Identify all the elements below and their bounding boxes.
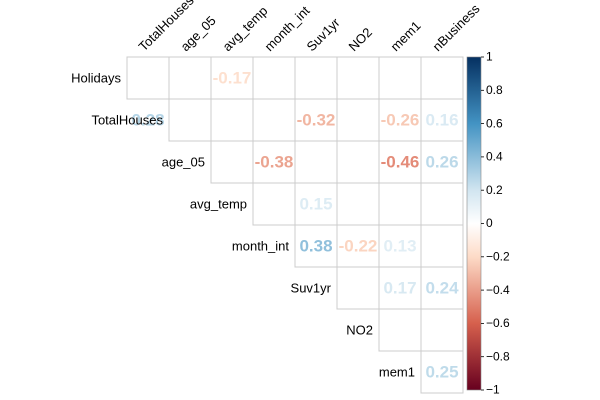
grid-cell (252, 98, 296, 142)
corr-value-age_05-month_int: -0.38 (255, 152, 294, 171)
col-label-avg_temp: avg_temp (220, 3, 271, 54)
row-label-layer: Holidays TotalHouses age_05 avg_temp month_i… (71, 70, 415, 379)
corr-value-TotalHouses-mem1: -0.26 (381, 110, 420, 129)
colorbar-tick-label: 0.6 (486, 116, 503, 130)
grid-cell (420, 308, 464, 352)
row-label-month_int: month_int (232, 238, 289, 253)
grid-cell (294, 56, 338, 100)
grid-cell (420, 350, 464, 394)
colorbar-tick-label: 1 (486, 50, 493, 64)
grid-cell (336, 140, 380, 184)
corr-value-mem1-nBusiness: 0.25 (425, 362, 458, 381)
colorbar-tick-label: 0.4 (486, 150, 503, 164)
corr-value-month_int-mem1: 0.13 (383, 236, 416, 255)
grid-cell (336, 56, 380, 100)
cell-layer: -0.17 0.28 -0.32 -0.26 0.16 -0.38 -0.46 0.26 0.1… (131, 68, 459, 381)
row-label-mem1: mem1 (379, 364, 415, 379)
grid-cell (336, 182, 380, 226)
grid-cell (126, 56, 170, 100)
grid-cell (252, 182, 296, 226)
row-label-Holidays: Holidays (71, 70, 121, 85)
row-label-TotalHouses: TotalHouses (91, 112, 163, 127)
grid-cell (420, 224, 464, 268)
colorbar-tick-label: 0 (486, 216, 493, 230)
colorbar-tick-label: −0.2 (486, 249, 510, 263)
col-label-Suv1yr: Suv1yr (304, 14, 344, 54)
row-label-age_05: age_05 (162, 154, 205, 169)
grid-cell (168, 98, 212, 142)
grid-layer (126, 56, 464, 394)
grid-cell (420, 56, 464, 100)
grid-cell (420, 182, 464, 226)
colorbar-tick-label: 0.2 (486, 183, 503, 197)
colorbar-tick-label: −0.4 (486, 283, 510, 297)
corr-value-month_int-NO2: -0.22 (339, 236, 378, 255)
corr-value-age_05-mem1: -0.46 (381, 152, 420, 171)
grid-cell (210, 98, 254, 142)
colorbar-tick-label: −1 (486, 383, 500, 397)
grid-cell (210, 140, 254, 184)
grid-cell (336, 98, 380, 142)
row-label-NO2: NO2 (346, 322, 373, 337)
corr-value-age_05-nBusiness: 0.26 (425, 152, 458, 171)
grid-cell (378, 308, 422, 352)
corr-value-Suv1yr-nBusiness: 0.24 (425, 278, 459, 297)
colorbar-tick-label: 0.8 (486, 83, 503, 97)
row-label-Suv1yr: Suv1yr (291, 280, 332, 295)
grid-cell (378, 56, 422, 100)
corr-value-TotalHouses-Suv1yr: -0.32 (297, 110, 336, 129)
corr-value-TotalHouses-nBusiness: 0.16 (425, 110, 458, 129)
corr-value-avg_temp-Suv1yr: 0.15 (299, 194, 332, 213)
corr-value-Suv1yr-mem1: 0.17 (383, 278, 416, 297)
grid-cell (294, 140, 338, 184)
colorbar-tick-label: −0.8 (486, 349, 510, 363)
colorbar: 1 0.8 0.6 0.4 0.2 0 −0.2 −0.4 −0.6 −0.8 −1 (466, 50, 510, 397)
grid-cell (252, 56, 296, 100)
colorbar-gradient (466, 56, 482, 391)
corr-value-TotalHouses-TotalHouses: 0.28 (131, 110, 164, 129)
row-label-avg_temp: avg_temp (190, 196, 247, 211)
corr-value-month_int-Suv1yr: 0.38 (299, 236, 332, 255)
grid-cell (378, 182, 422, 226)
col-label-nBusiness: nBusiness (430, 1, 483, 54)
col-label-NO2: NO2 (346, 25, 376, 55)
grid-cell (336, 266, 380, 310)
col-label-mem1: mem1 (388, 18, 424, 54)
grid-cell (168, 56, 212, 100)
colorbar-tick-label: −0.6 (486, 316, 510, 330)
col-label-age_05: age_05 (178, 13, 219, 54)
corr-value-Holidays-avg_temp: -0.17 (213, 68, 252, 87)
